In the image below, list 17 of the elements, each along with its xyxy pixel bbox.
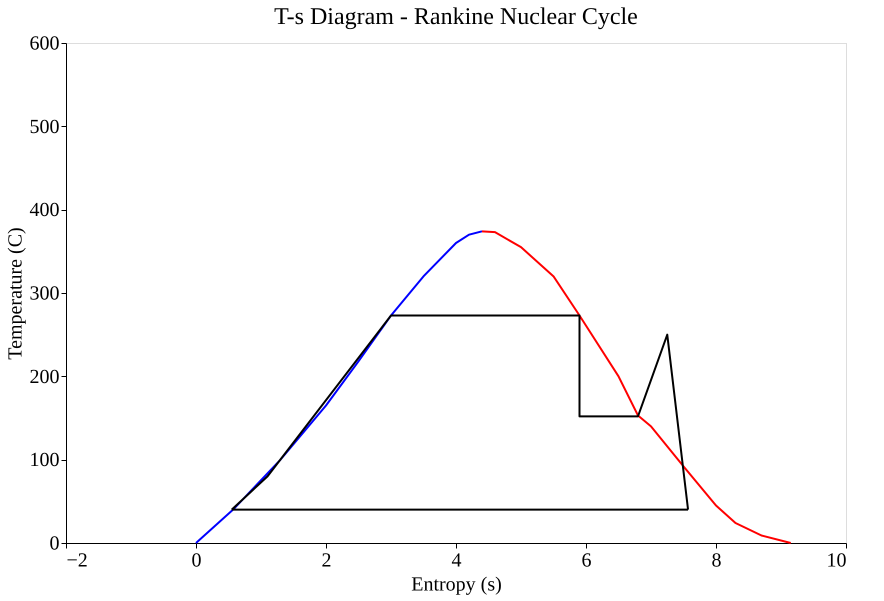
y-tick-label: 300 [30, 282, 60, 304]
chart-title: T-s Diagram - Rankine Nuclear Cycle [274, 4, 638, 30]
x-tick-label: 0 [192, 550, 202, 572]
x-tick-label: 4 [452, 550, 462, 572]
y-tick-label: 500 [30, 116, 60, 138]
y-tick-label: 100 [30, 449, 60, 472]
x-tick-label: 2 [322, 550, 332, 572]
x-axis-title: Entropy (s) [411, 574, 502, 596]
x-tick-label: 8 [712, 550, 722, 572]
x-tick-label: −2 [66, 550, 88, 572]
y-axis-title: Temperature (C) [4, 227, 26, 360]
y-tick-label: 0 [50, 532, 60, 554]
y-tick-label: 400 [30, 199, 60, 222]
x-tick-label: 10 [826, 550, 846, 572]
x-tick-label: 6 [582, 550, 592, 572]
y-tick-label: 200 [30, 366, 60, 388]
y-tick-label: 600 [30, 32, 60, 54]
